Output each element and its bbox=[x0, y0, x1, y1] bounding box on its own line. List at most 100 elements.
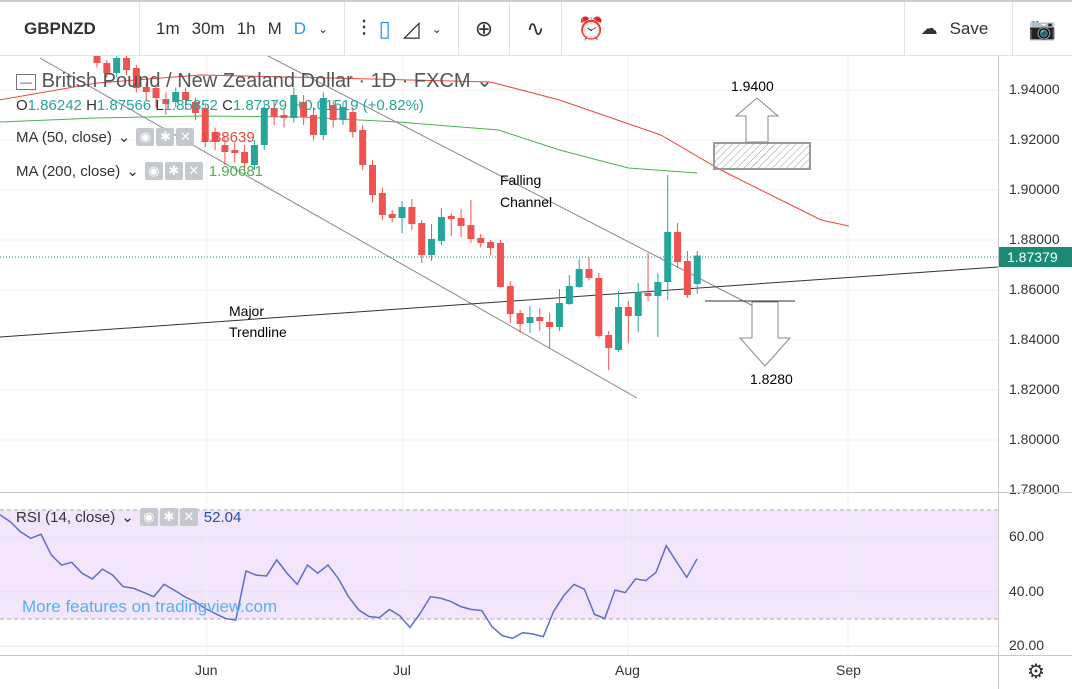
alarm-clock-icon: ⏰ bbox=[577, 15, 606, 41]
interval-M[interactable]: M bbox=[267, 18, 282, 38]
candle-down bbox=[378, 193, 386, 215]
rsi-chart[interactable] bbox=[0, 493, 998, 655]
h-label: H bbox=[86, 97, 97, 114]
gear-icon[interactable]: ✱ bbox=[156, 128, 175, 146]
falling-label: Falling bbox=[500, 172, 542, 188]
axis-divider bbox=[999, 655, 1072, 656]
candle-up bbox=[260, 108, 268, 145]
cloud-icon: ☁ bbox=[920, 18, 938, 38]
pane-divider[interactable] bbox=[0, 492, 998, 493]
candle-down bbox=[300, 102, 308, 117]
ma50-legend[interactable]: MA (50, close) ⌄ ◉ ✱ ✕ 1.88639 bbox=[16, 128, 255, 146]
candle-up bbox=[575, 269, 583, 287]
chart-title[interactable]: — British Pound / New Zealand Dollar · 1… bbox=[16, 68, 493, 93]
chart-type-group: ⫶ ▯ ◿ ⌄ bbox=[345, 2, 459, 55]
candle-down bbox=[231, 150, 239, 153]
symbol-search[interactable]: GBPNZD bbox=[0, 2, 140, 55]
candles bbox=[93, 56, 701, 370]
close-icon[interactable]: ✕ bbox=[184, 162, 203, 180]
candle-up bbox=[437, 217, 445, 241]
current-price-tag: 1.87379 bbox=[999, 247, 1072, 267]
candle-up bbox=[693, 255, 701, 284]
o-label: O bbox=[16, 97, 28, 114]
candles-icon[interactable]: ▯ bbox=[378, 15, 391, 41]
chart-title-text: British Pound / New Zealand Dollar · 1D … bbox=[41, 70, 471, 92]
ma50-path bbox=[0, 74, 849, 227]
candle-down bbox=[329, 105, 337, 120]
arrow-down-icon[interactable] bbox=[738, 301, 792, 367]
collapse-icon[interactable]: — bbox=[16, 73, 36, 90]
alert-button[interactable]: ⏰ bbox=[562, 2, 905, 55]
eye-icon[interactable]: ◉ bbox=[144, 162, 163, 180]
rsi-legend[interactable]: RSI (14, close) ⌄ ◉ ✱ ✕ 52.04 bbox=[16, 508, 242, 526]
channel-label: Channel bbox=[500, 194, 553, 210]
candle-up bbox=[339, 107, 347, 120]
candle-down bbox=[221, 145, 229, 152]
top-toolbar: GBPNZD 1m 30m 1h M D ⌄ ⫶ ▯ ◿ ⌄ ⊕ ∿ ⏰ ☁ Sa… bbox=[0, 0, 1072, 56]
time-label-aug: Aug bbox=[615, 662, 640, 678]
candle-down bbox=[487, 242, 495, 248]
candle-down bbox=[359, 130, 367, 165]
screenshot-button[interactable]: 📷 bbox=[1013, 2, 1072, 55]
trendline-label: Trendline bbox=[229, 324, 287, 340]
major-trendline[interactable] bbox=[0, 266, 998, 338]
rsi-label: 60.00 bbox=[1009, 528, 1045, 545]
ma200-legend[interactable]: MA (200, close) ⌄ ◉ ✱ ✕ 1.90681 bbox=[16, 162, 264, 180]
price-axis[interactable]: 1.94000 1.92000 1.90000 1.88000 1.86000 1.840… bbox=[998, 56, 1072, 689]
c-label: C bbox=[222, 97, 233, 114]
plus-circle-icon: ⊕ bbox=[474, 15, 494, 41]
chevron-down-icon[interactable]: ⌄ bbox=[318, 21, 329, 36]
save-label: Save bbox=[949, 18, 989, 38]
target-box[interactable] bbox=[713, 142, 811, 170]
indicators-button[interactable]: ⊕ bbox=[459, 2, 511, 55]
interval-30m[interactable]: 30m bbox=[191, 18, 225, 38]
candle-down bbox=[546, 322, 554, 327]
target-up-label: 1.9400 bbox=[731, 78, 774, 94]
rsi-label: 40.00 bbox=[1009, 582, 1045, 599]
low-value: 1.85852 bbox=[163, 97, 218, 114]
price-label: 1.94000 bbox=[1009, 81, 1060, 97]
candle-down bbox=[123, 58, 131, 70]
price-label: 1.80000 bbox=[1009, 431, 1060, 447]
interval-D[interactable]: D bbox=[293, 18, 307, 38]
gear-icon[interactable]: ✱ bbox=[159, 508, 178, 526]
settings-gear-icon[interactable]: ⚙ bbox=[1027, 661, 1045, 683]
candle-down bbox=[447, 216, 455, 219]
chevron-down-icon[interactable]: ⌄ bbox=[431, 21, 442, 36]
candle-down bbox=[674, 232, 682, 262]
candle-up bbox=[428, 239, 436, 255]
bars-icon[interactable]: ⫶ bbox=[361, 15, 367, 41]
candle-down bbox=[241, 152, 249, 163]
candle-up bbox=[172, 92, 180, 102]
close-icon[interactable]: ✕ bbox=[179, 508, 198, 526]
eye-icon[interactable]: ◉ bbox=[139, 508, 158, 526]
close-icon[interactable]: ✕ bbox=[176, 128, 195, 146]
save-button[interactable]: ☁ Save bbox=[905, 2, 1013, 55]
arrow-up-icon[interactable] bbox=[734, 97, 780, 143]
interval-1h[interactable]: 1h bbox=[236, 18, 256, 38]
l-label: L bbox=[155, 97, 164, 114]
candle-up bbox=[250, 145, 258, 165]
time-label-jul: Jul bbox=[393, 662, 411, 678]
ma50-line bbox=[0, 74, 849, 227]
candle-down bbox=[162, 99, 170, 104]
candle-down bbox=[477, 238, 485, 243]
candle-up bbox=[654, 282, 662, 296]
interval-1m[interactable]: 1m bbox=[156, 18, 180, 38]
area-icon[interactable]: ◿ bbox=[402, 15, 420, 41]
falling-channel-upper[interactable] bbox=[267, 56, 758, 309]
candle-down bbox=[506, 286, 514, 314]
compare-button[interactable]: ∿ bbox=[510, 2, 562, 55]
price-label: 1.84000 bbox=[1009, 331, 1060, 347]
candle-up bbox=[290, 95, 298, 118]
candle-down bbox=[418, 223, 426, 255]
eye-icon[interactable]: ◉ bbox=[136, 128, 155, 146]
candle-down bbox=[605, 335, 613, 348]
change-value: +0.01519 (+0.82%) bbox=[295, 97, 424, 114]
falling-channel-lower[interactable] bbox=[39, 57, 638, 399]
price-chart[interactable] bbox=[0, 56, 998, 492]
gear-icon[interactable]: ✱ bbox=[164, 162, 183, 180]
watermark-link[interactable]: More features on tradingview.com bbox=[22, 597, 278, 616]
ma200-label: MA (200, close) bbox=[16, 162, 121, 180]
price-label: 1.86000 bbox=[1009, 281, 1060, 297]
